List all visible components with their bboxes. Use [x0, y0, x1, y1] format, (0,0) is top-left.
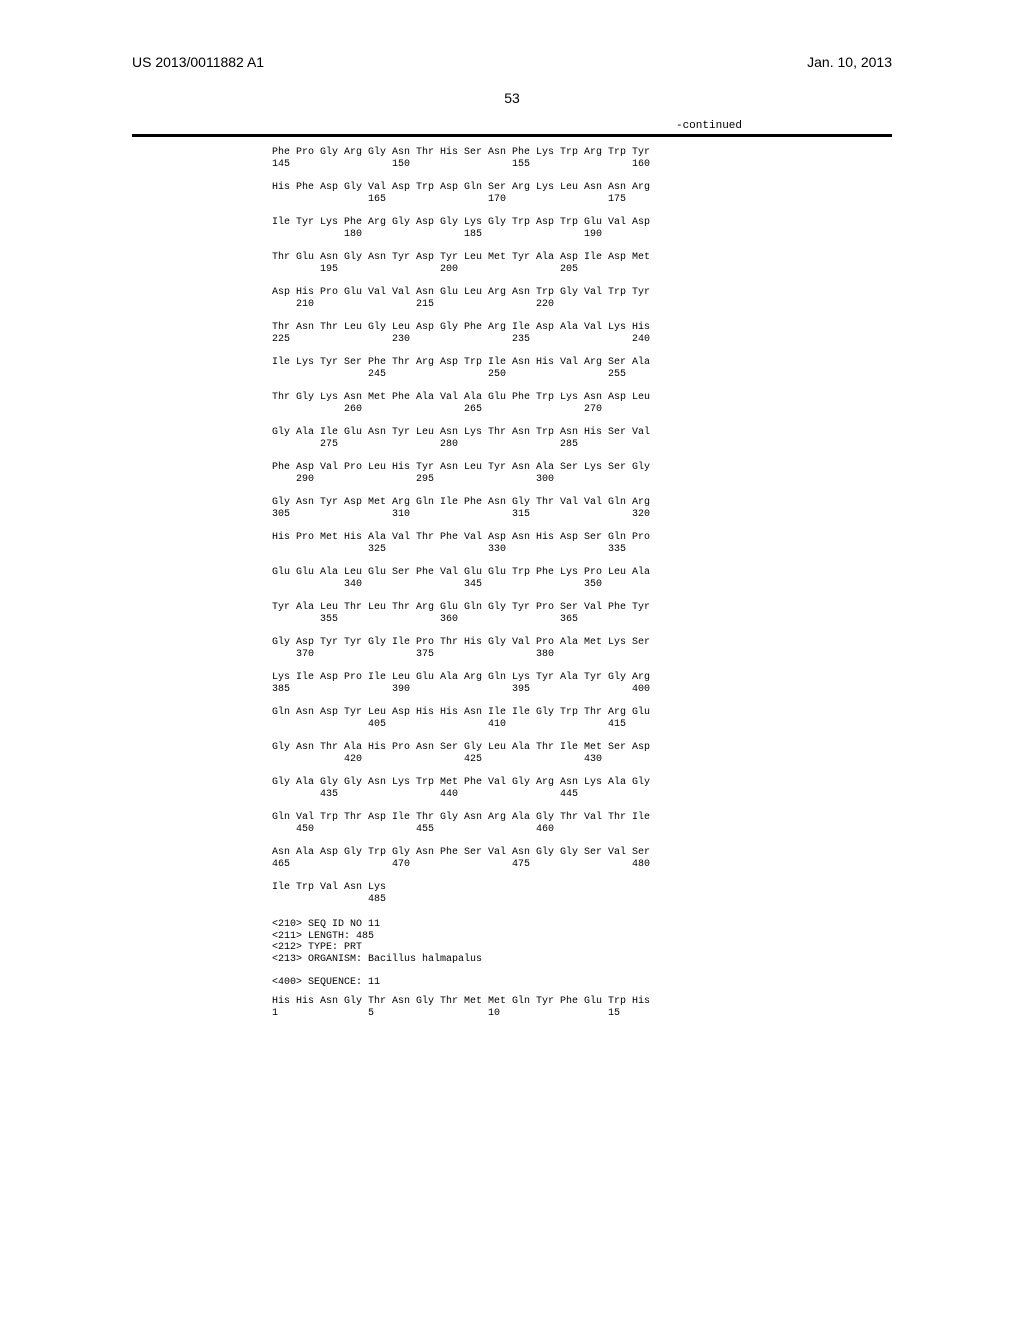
- rule-wrap: [132, 134, 892, 137]
- sequence-block: Thr Glu Asn Gly Asn Tyr Asp Tyr Leu Met …: [272, 252, 752, 275]
- continued-label: -continued: [272, 120, 752, 132]
- page-number: 53: [132, 90, 892, 106]
- sequence-block: Gly Asn Thr Ala His Pro Asn Ser Gly Leu …: [272, 742, 752, 765]
- sequence-block: Ile Lys Tyr Ser Phe Thr Arg Asp Trp Ile …: [272, 357, 752, 380]
- sequence-block: Phe Pro Gly Arg Gly Asn Thr His Ser Asn …: [272, 147, 752, 170]
- sequence-block: Gly Ala Ile Glu Asn Tyr Leu Asn Lys Thr …: [272, 427, 752, 450]
- sequence-block: Gly Asn Tyr Asp Met Arg Gln Ile Phe Asn …: [272, 497, 752, 520]
- publication-number: US 2013/0011882 A1: [132, 54, 264, 70]
- sequence-block: His Pro Met His Ala Val Thr Phe Val Asp …: [272, 532, 752, 555]
- publication-date: Jan. 10, 2013: [807, 54, 892, 70]
- sequence-block: Ile Tyr Lys Phe Arg Gly Asp Gly Lys Gly …: [272, 217, 752, 240]
- sequence-block: Lys Ile Asp Pro Ile Leu Glu Ala Arg Gln …: [272, 672, 752, 695]
- sequence-block: Tyr Ala Leu Thr Leu Thr Arg Glu Gln Gly …: [272, 602, 752, 625]
- sequence-block: Thr Asn Thr Leu Gly Leu Asp Gly Phe Arg …: [272, 322, 752, 345]
- sequence-block: Thr Gly Lys Asn Met Phe Ala Val Ala Glu …: [272, 392, 752, 415]
- sequence-block: Glu Glu Ala Leu Glu Ser Phe Val Glu Glu …: [272, 567, 752, 590]
- sequence-block: His His Asn Gly Thr Asn Gly Thr Met Met …: [272, 996, 752, 1019]
- sequence-block: His Phe Asp Gly Val Asp Trp Asp Gln Ser …: [272, 182, 752, 205]
- sequence-block: Gln Val Trp Thr Asp Ile Thr Gly Asn Arg …: [272, 812, 752, 835]
- sequence-block: Ile Trp Val Asn Lys 485: [272, 882, 752, 905]
- horizontal-rule: [132, 134, 892, 137]
- sequence-block: Gly Ala Gly Gly Asn Lys Trp Met Phe Val …: [272, 777, 752, 800]
- sequence-block: Asp His Pro Glu Val Val Asn Glu Leu Arg …: [272, 287, 752, 310]
- sequence-metadata: <210> SEQ ID NO 11 <211> LENGTH: 485 <21…: [272, 919, 752, 988]
- sequence-block: Phe Asp Val Pro Leu His Tyr Asn Leu Tyr …: [272, 462, 752, 485]
- sequence-block: Gln Asn Asp Tyr Leu Asp His His Asn Ile …: [272, 707, 752, 730]
- patent-page: US 2013/0011882 A1 Jan. 10, 2013 53 -con…: [0, 0, 1024, 1071]
- sequence-block: Gly Asp Tyr Tyr Gly Ile Pro Thr His Gly …: [272, 637, 752, 660]
- sequence-listing: Phe Pro Gly Arg Gly Asn Thr His Ser Asn …: [272, 147, 752, 1019]
- sequence-block: Asn Ala Asp Gly Trp Gly Asn Phe Ser Val …: [272, 847, 752, 870]
- page-header: US 2013/0011882 A1 Jan. 10, 2013: [132, 54, 892, 70]
